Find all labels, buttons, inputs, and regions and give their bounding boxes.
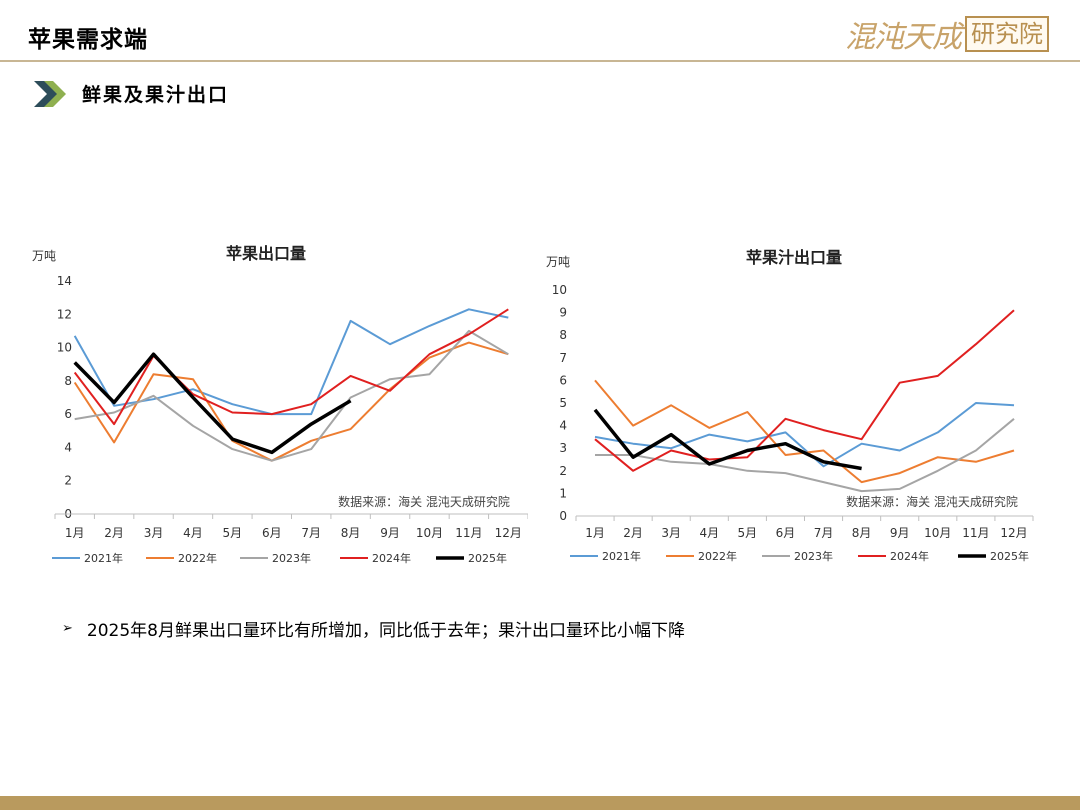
chart-title: 苹果出口量 [226, 244, 306, 263]
x-tick-label: 12月 [1000, 526, 1027, 540]
x-tick-label: 8月 [341, 526, 361, 540]
legend-label: 2021年 [602, 549, 641, 563]
x-tick-label: 4月 [699, 526, 719, 540]
x-tick-label: 4月 [183, 526, 203, 540]
header-divider [0, 60, 1080, 62]
apple-juice-export-chart: 苹果汁出口量 万吨 0 1 2 3 4 5 6 7 8 9 10 1月 2月 3月 4月 5月 6月 7月 8月 9月 10… [546, 248, 1034, 563]
series-line-2025 [73, 352, 352, 455]
legend-label: 2024年 [372, 551, 411, 565]
x-tick-label: 1月 [65, 526, 85, 540]
x-tick-label: 2月 [623, 526, 643, 540]
company-logo: 混沌天成 研究院 [845, 12, 1049, 56]
y-tick-label: 2 [559, 464, 567, 478]
double-chevron-icon [34, 80, 66, 107]
chart-title: 苹果汁出口量 [746, 248, 842, 267]
section-heading: 鲜果及果汁出口 [34, 80, 229, 107]
legend-label: 2025年 [468, 551, 507, 565]
conclusion-text: 2025年8月鲜果出口量环比有所增加，同比低于去年；果汁出口量环比小幅下降 [86, 621, 685, 641]
y-tick-label: 4 [64, 440, 72, 454]
y-tick-label: 2 [64, 474, 72, 488]
y-tick-label: 0 [559, 509, 567, 523]
arrow-bullet-icon: ➢ [62, 621, 73, 636]
x-tick-label: 3月 [661, 526, 681, 540]
x-tick-label: 8月 [852, 526, 872, 540]
x-tick-label: 7月 [301, 526, 321, 540]
logo-seal-text: 研究院 [965, 16, 1049, 52]
y-tick-label: 5 [559, 396, 567, 410]
legend-label: 2022年 [178, 551, 217, 565]
y-tick-label: 8 [64, 374, 72, 388]
footer-bar [0, 796, 1080, 810]
y-axis-unit: 万吨 [32, 249, 56, 263]
y-tick-label: 8 [559, 328, 567, 342]
y-tick-label: 1 [559, 486, 567, 500]
legend-label: 2024年 [890, 549, 929, 563]
x-tick-label: 10月 [416, 526, 443, 540]
y-tick-label: 7 [559, 351, 567, 365]
series-line-2024 [73, 308, 509, 426]
source-note: 数据来源：海关 混沌天成研究院 [338, 494, 510, 509]
x-tick-label: 10月 [924, 526, 951, 540]
page-title: 苹果需求端 [28, 27, 148, 53]
y-tick-label: 3 [559, 441, 567, 455]
y-tick-label: 12 [57, 307, 72, 321]
source-note: 数据来源：海关 混沌天成研究院 [846, 494, 1018, 509]
x-tick-label: 5月 [223, 526, 243, 540]
y-tick-label: 4 [559, 419, 567, 433]
x-tick-label: 11月 [455, 526, 482, 540]
logo-script-text: 混沌天成 [845, 20, 962, 55]
y-tick-label: 14 [57, 274, 72, 288]
x-tick-label: 1月 [585, 526, 605, 540]
y-axis-unit: 万吨 [546, 255, 570, 269]
section-title: 鲜果及果汁出口 [82, 84, 230, 106]
x-tick-label: 11月 [962, 526, 989, 540]
series-line-2021 [73, 308, 509, 416]
series-line-2025 [593, 408, 862, 471]
y-tick-label: 10 [57, 341, 72, 355]
x-tick-label: 9月 [890, 526, 910, 540]
x-tick-label: 6月 [776, 526, 796, 540]
x-tick-label: 3月 [144, 526, 164, 540]
x-tick-label: 12月 [495, 526, 522, 540]
series-line-2023 [595, 418, 1015, 493]
series-line-2022 [73, 341, 509, 462]
y-tick-label: 9 [559, 306, 567, 320]
x-tick-label: 5月 [738, 526, 758, 540]
legend-label: 2023年 [794, 549, 833, 563]
y-tick-label: 10 [552, 283, 567, 297]
series-line-2023 [74, 329, 509, 462]
legend-label: 2022年 [698, 549, 737, 563]
x-tick-label: 7月 [814, 526, 834, 540]
series-line-2022 [594, 379, 1015, 484]
series-line-2024 [594, 309, 1015, 472]
series-line-2021 [594, 402, 1015, 468]
legend-label: 2025年 [990, 549, 1029, 563]
x-tick-label: 9月 [380, 526, 400, 540]
conclusion-bullet: ➢ 2025年8月鲜果出口量环比有所增加，同比低于去年；果汁出口量环比小幅下降 [62, 616, 685, 641]
legend-label: 2023年 [272, 551, 311, 565]
legend-label: 2021年 [84, 551, 123, 565]
y-tick-label: 6 [64, 407, 72, 421]
x-tick-label: 2月 [104, 526, 124, 540]
x-tick-label: 6月 [262, 526, 282, 540]
y-tick-label: 6 [559, 373, 567, 387]
